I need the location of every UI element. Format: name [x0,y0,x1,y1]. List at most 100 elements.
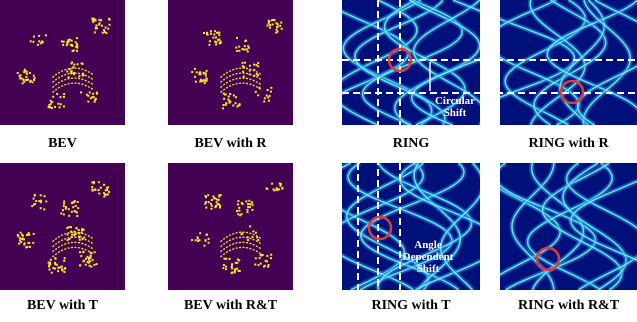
point [278,188,281,191]
point [205,77,208,80]
point [199,80,202,83]
point [41,40,44,43]
point [218,38,221,41]
point [266,24,269,27]
point [48,265,51,268]
point [63,200,66,203]
point [237,213,240,216]
point [52,267,55,270]
point [218,194,221,197]
point [247,46,250,49]
point [63,257,66,260]
point [94,98,97,101]
point [23,243,26,246]
point [76,49,78,52]
point [68,237,71,240]
point [213,197,216,200]
point [105,193,108,196]
point [89,97,92,100]
point [225,102,228,105]
point [72,49,75,52]
point [209,202,212,205]
point [82,228,85,231]
point [227,95,230,98]
curve [533,0,607,125]
point [246,208,249,211]
point [237,200,240,203]
point [222,107,224,110]
point [29,40,32,43]
point [225,268,228,271]
caption: RING with T [371,298,451,313]
point [73,230,76,233]
point [48,104,51,106]
point [57,270,60,273]
point [43,208,46,211]
curve [354,0,446,125]
point [61,40,63,43]
point [32,241,35,244]
point [203,244,206,247]
point [17,235,20,238]
point [28,245,31,248]
point [95,263,98,266]
point [78,232,81,235]
point [99,186,102,189]
point [70,230,73,233]
point [276,23,279,26]
point [218,34,221,37]
point [63,259,66,262]
point [199,232,202,235]
curves [342,0,480,125]
highlight-circle [559,79,585,105]
point [66,239,69,242]
arc [52,67,95,78]
point [265,94,268,97]
point [237,269,240,272]
bev-image [0,0,125,125]
point [52,95,55,98]
point [79,235,82,238]
point [104,26,107,29]
point [217,202,220,205]
point [21,82,24,85]
point [80,91,83,94]
point [91,189,94,192]
point [54,257,57,260]
point [62,213,65,216]
point [21,233,24,236]
point [73,73,76,76]
point [234,96,237,99]
point [254,231,257,234]
point [70,210,73,213]
point [65,206,67,208]
point [257,239,260,241]
point [223,257,226,260]
point [215,201,218,204]
point [65,44,68,47]
point [228,257,231,260]
point [74,205,77,207]
point [70,70,73,73]
point [223,97,226,100]
point [48,268,51,271]
point [98,23,101,26]
point [63,105,65,108]
point [28,233,31,236]
point [105,32,108,35]
point [257,62,260,65]
point [20,77,23,80]
point [29,79,32,82]
point [32,197,35,200]
panel [342,0,480,125]
curve [399,163,480,290]
point [16,72,19,74]
point [70,39,73,42]
point [83,236,86,239]
point [59,96,62,99]
point [49,258,52,261]
point [199,73,202,76]
point [207,201,210,204]
curve [576,0,637,125]
point [49,102,52,105]
